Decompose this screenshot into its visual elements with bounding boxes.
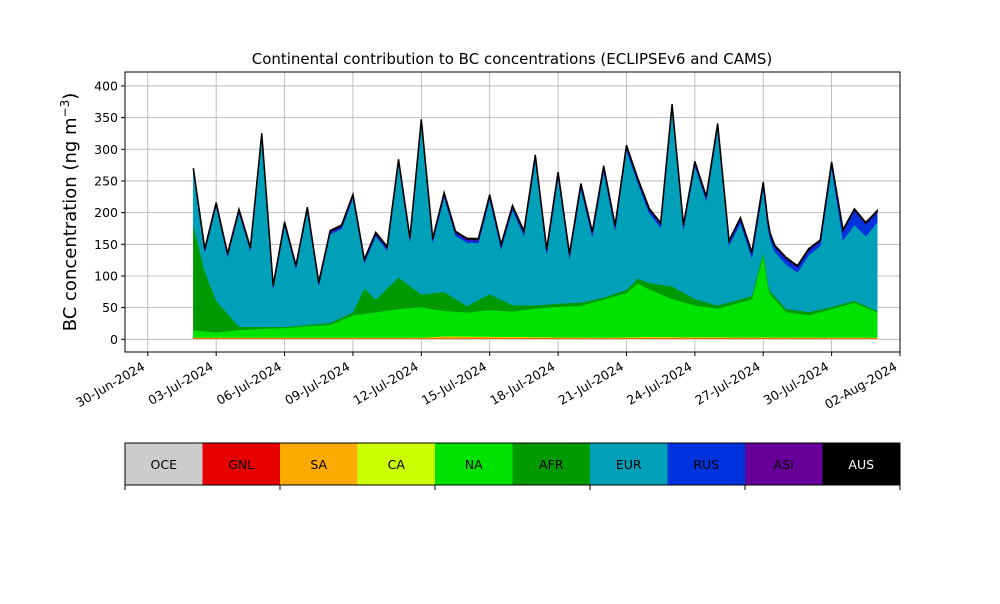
y-axis-label-close: ) (60, 93, 81, 100)
x-tick-label: 12-Jul-2024 (351, 359, 421, 408)
y-axis-label-superscript: −3 (58, 100, 72, 118)
legend-label-sa: SA (310, 457, 327, 472)
y-tick-label: 400 (94, 78, 118, 93)
y-tick-label: 250 (94, 173, 118, 188)
y-tick-label: 50 (102, 300, 118, 315)
chart-title: Continental contribution to BC concentra… (252, 50, 773, 68)
y-tick-label: 200 (94, 205, 118, 220)
y-tick-label: 100 (94, 268, 118, 283)
x-tick-label: 02-Aug-2024 (822, 359, 900, 412)
legend-label-oce: OCE (151, 457, 178, 472)
x-axis: 30-Jun-202403-Jul-202406-Jul-202409-Jul-… (73, 352, 900, 412)
y-tick-label: 0 (110, 332, 118, 347)
y-tick-label: 350 (94, 110, 118, 125)
x-tick-label: 21-Jul-2024 (556, 359, 626, 408)
x-tick-label: 15-Jul-2024 (419, 359, 489, 408)
colorbar-legend: OCE GNL SA CA NA AFR EUR RUS ASI AUS (125, 443, 900, 490)
x-tick-label: 06-Jul-2024 (214, 359, 284, 408)
legend-label-rus: RUS (693, 457, 719, 472)
x-tick-label: 24-Jul-2024 (624, 359, 694, 408)
x-tick-label: 09-Jul-2024 (282, 359, 352, 408)
y-tick-label: 300 (94, 142, 118, 157)
legend-label-eur: EUR (616, 457, 642, 472)
x-tick-label: 18-Jul-2024 (487, 359, 557, 408)
stacked-areas (193, 104, 877, 339)
area-eur (193, 109, 877, 327)
legend-label-afr: AFR (539, 457, 564, 472)
y-axis-label-main: BC concentration (ng m (60, 117, 81, 331)
y-axis: 0 50 100 150 200 250 300 350 400 (94, 78, 125, 346)
legend-label-na: NA (465, 457, 483, 472)
y-axis-label: BC concentration (ng m−3) (58, 93, 81, 332)
legend-label-gnl: GNL (228, 457, 254, 472)
legend-label-asi: ASI (774, 457, 794, 472)
x-tick-label: 03-Jul-2024 (145, 359, 215, 408)
x-tick-label: 27-Jul-2024 (692, 359, 762, 408)
y-tick-label: 150 (94, 237, 118, 252)
legend-label-ca: CA (388, 457, 406, 472)
x-tick-label: 30-Jul-2024 (761, 359, 831, 408)
legend-label-aus: AUS (848, 457, 874, 472)
x-tick-label: 30-Jun-2024 (73, 359, 147, 410)
